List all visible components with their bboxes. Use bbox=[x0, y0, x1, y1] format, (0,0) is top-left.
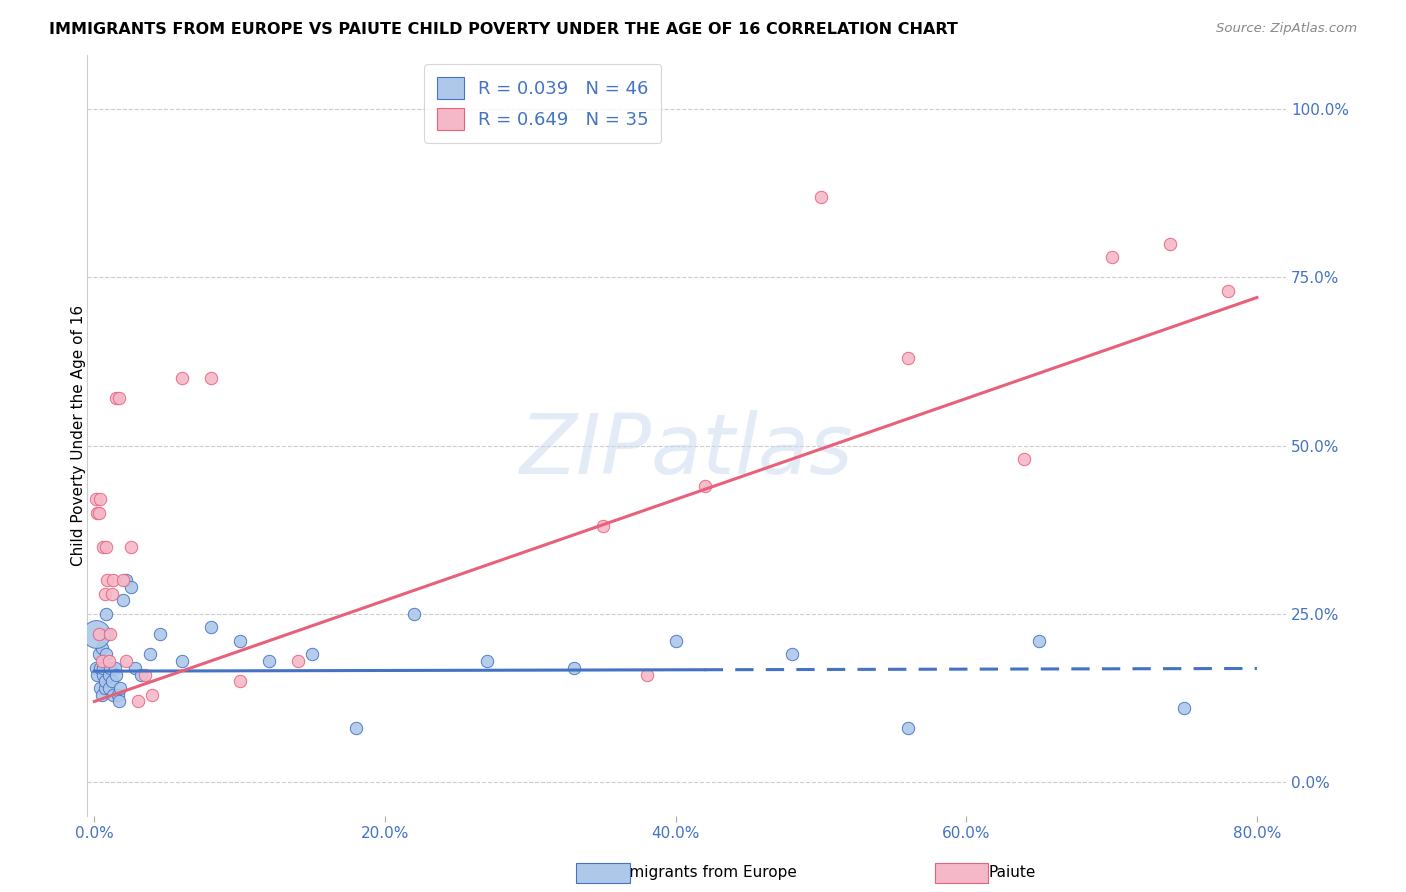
Text: Source: ZipAtlas.com: Source: ZipAtlas.com bbox=[1216, 22, 1357, 36]
Point bbox=[87, 627, 110, 641]
Point bbox=[101, 587, 124, 601]
Point bbox=[91, 540, 114, 554]
Point bbox=[1173, 701, 1195, 715]
Point bbox=[91, 667, 114, 681]
Point bbox=[105, 667, 128, 681]
Legend: R = 0.039   N = 46, R = 0.649   N = 35: R = 0.039 N = 46, R = 0.649 N = 35 bbox=[425, 64, 661, 143]
Point bbox=[138, 648, 160, 662]
Point bbox=[93, 674, 115, 689]
Point bbox=[94, 540, 117, 554]
Point bbox=[90, 640, 112, 655]
Point bbox=[94, 607, 117, 621]
Point bbox=[475, 654, 498, 668]
Point bbox=[91, 661, 114, 675]
Point bbox=[200, 620, 222, 634]
Point bbox=[897, 722, 920, 736]
Point bbox=[693, 479, 716, 493]
Point bbox=[97, 654, 120, 668]
Point bbox=[1101, 250, 1123, 264]
Point bbox=[96, 574, 118, 588]
Point bbox=[170, 654, 193, 668]
Point bbox=[108, 392, 131, 406]
Point bbox=[90, 654, 112, 668]
Point bbox=[115, 574, 138, 588]
Point bbox=[257, 654, 280, 668]
Point bbox=[101, 674, 124, 689]
Text: IMMIGRANTS FROM EUROPE VS PAIUTE CHILD POVERTY UNDER THE AGE OF 16 CORRELATION C: IMMIGRANTS FROM EUROPE VS PAIUTE CHILD P… bbox=[49, 22, 957, 37]
Text: Paiute: Paiute bbox=[988, 865, 1036, 880]
Point bbox=[344, 722, 367, 736]
Point bbox=[124, 661, 146, 675]
Y-axis label: Child Poverty Under the Age of 16: Child Poverty Under the Age of 16 bbox=[72, 305, 86, 566]
Point bbox=[1159, 236, 1181, 251]
Point bbox=[84, 661, 107, 675]
Point bbox=[87, 506, 110, 520]
Point bbox=[89, 492, 111, 507]
Point bbox=[810, 189, 832, 203]
Point bbox=[897, 351, 920, 365]
Point bbox=[103, 574, 125, 588]
Point bbox=[104, 661, 127, 675]
Text: ZIPatlas: ZIPatlas bbox=[520, 410, 853, 491]
Point bbox=[107, 688, 129, 702]
Point bbox=[287, 654, 309, 668]
Point bbox=[110, 681, 132, 695]
Point bbox=[90, 688, 112, 702]
Point bbox=[112, 574, 135, 588]
Point bbox=[129, 667, 152, 681]
Point bbox=[96, 627, 118, 641]
Point bbox=[84, 492, 107, 507]
Point bbox=[86, 506, 108, 520]
Point bbox=[84, 627, 107, 641]
Point bbox=[94, 648, 117, 662]
Point bbox=[87, 648, 110, 662]
Text: Immigrants from Europe: Immigrants from Europe bbox=[610, 865, 796, 880]
Point bbox=[200, 371, 222, 385]
Point bbox=[105, 392, 128, 406]
Point bbox=[1028, 633, 1050, 648]
Point bbox=[134, 667, 156, 681]
Point bbox=[228, 674, 250, 689]
Point bbox=[592, 519, 614, 533]
Point bbox=[87, 627, 110, 641]
Point bbox=[86, 667, 108, 681]
Point bbox=[402, 607, 425, 621]
Point bbox=[98, 661, 121, 675]
Point bbox=[636, 667, 658, 681]
Point bbox=[93, 681, 115, 695]
Point bbox=[665, 633, 688, 648]
Point bbox=[108, 694, 131, 708]
Point bbox=[120, 580, 142, 594]
Point bbox=[93, 587, 115, 601]
Point bbox=[562, 661, 585, 675]
Point bbox=[89, 681, 111, 695]
Point bbox=[103, 688, 125, 702]
Point bbox=[1216, 284, 1239, 298]
Point bbox=[115, 654, 138, 668]
Point bbox=[1014, 452, 1036, 467]
Point bbox=[127, 694, 149, 708]
Point bbox=[97, 681, 120, 695]
Point bbox=[301, 648, 323, 662]
Point bbox=[98, 627, 121, 641]
Point bbox=[149, 627, 172, 641]
Point bbox=[228, 633, 250, 648]
Point bbox=[112, 593, 135, 607]
Point bbox=[170, 371, 193, 385]
Point bbox=[141, 688, 163, 702]
Point bbox=[120, 540, 142, 554]
Point bbox=[89, 661, 111, 675]
Point bbox=[780, 648, 803, 662]
Point bbox=[97, 667, 120, 681]
